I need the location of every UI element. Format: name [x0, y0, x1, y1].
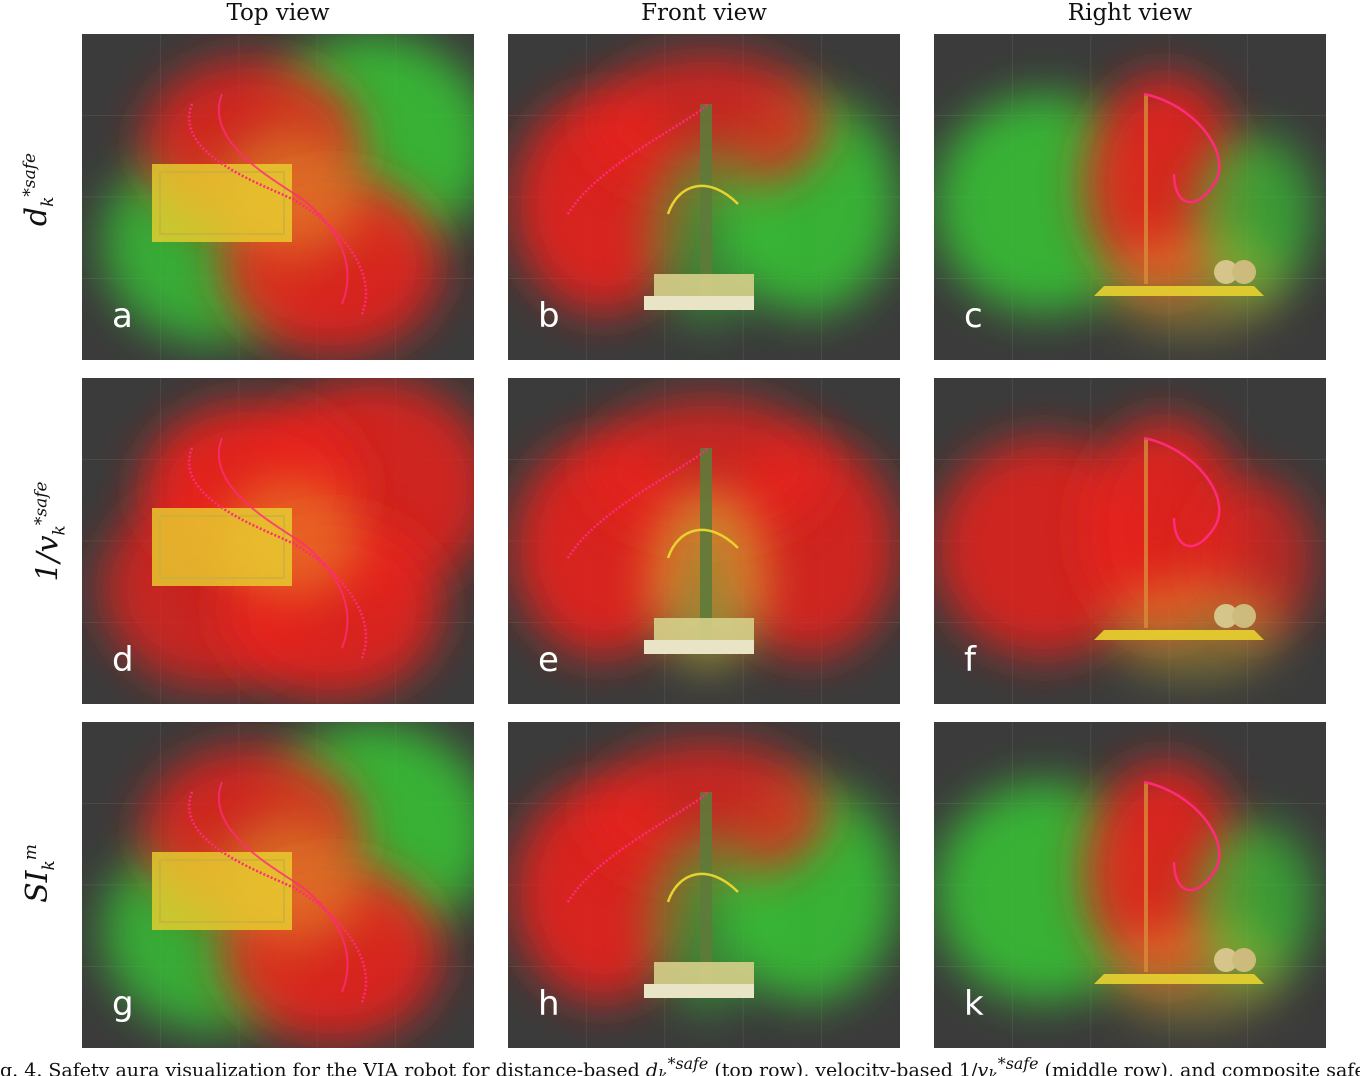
- panel-e: e: [508, 378, 900, 704]
- panel-a: a: [82, 34, 474, 360]
- safety-aura-render-right: [934, 378, 1326, 704]
- safety-aura-render-top: [82, 722, 474, 1048]
- safety-aura-render-top: [82, 34, 474, 360]
- column-header-top-view: Top view: [226, 0, 330, 26]
- safety-aura-render-right: [934, 722, 1326, 1048]
- panel-letter: c: [964, 296, 983, 336]
- panel-letter: b: [538, 296, 560, 336]
- panel-g: g: [82, 722, 474, 1048]
- row-label-composite-safety-index: SIkm: [19, 844, 59, 903]
- panel-letter: e: [538, 640, 559, 680]
- panel-letter: a: [112, 296, 133, 336]
- panel-letter: g: [112, 984, 134, 1024]
- panel-d: d: [82, 378, 474, 704]
- safety-aura-render-right: [934, 34, 1326, 360]
- panel-h: h: [508, 722, 900, 1048]
- panel-k: k: [934, 722, 1326, 1048]
- safety-aura-render-front: [508, 34, 900, 360]
- panel-letter: d: [112, 640, 134, 680]
- row-label-velocity: 1/vk*safe: [30, 481, 70, 582]
- safety-aura-render-top: [82, 378, 474, 704]
- panel-letter: f: [964, 640, 976, 680]
- panel-b: b: [508, 34, 900, 360]
- figure-caption: g. 4. Safety aura visualization for the …: [0, 1054, 1360, 1076]
- row-label-distance: dk*safe: [19, 152, 59, 227]
- panel-f: f: [934, 378, 1326, 704]
- panel-letter: h: [538, 984, 560, 1024]
- safety-aura-render-front: [508, 722, 900, 1048]
- panel-c: c: [934, 34, 1326, 360]
- column-header-right-view: Right view: [1067, 0, 1193, 26]
- column-header-front-view: Front view: [641, 0, 767, 26]
- safety-aura-render-front: [508, 378, 900, 704]
- panel-letter: k: [964, 984, 984, 1024]
